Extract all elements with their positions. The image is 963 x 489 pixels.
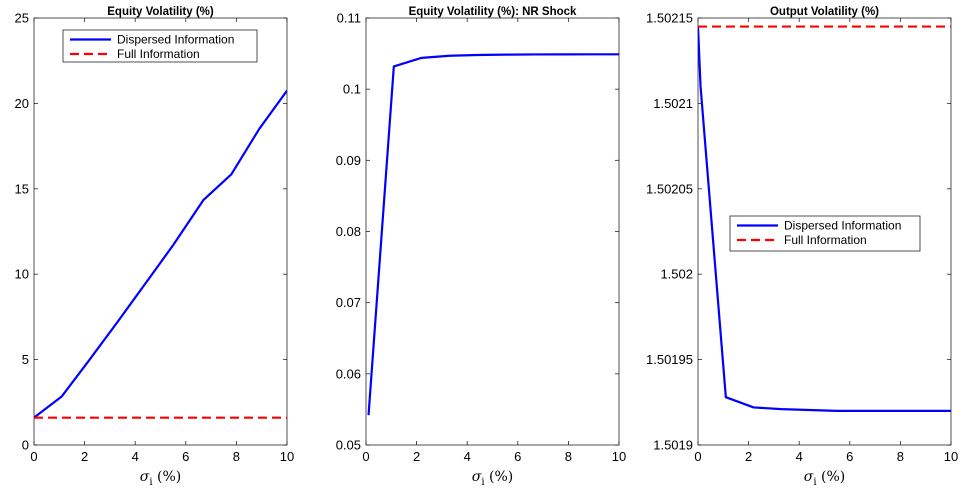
x-axis-label-unit: (%) xyxy=(485,469,514,485)
x-axis-label-unit: (%) xyxy=(817,469,846,485)
y-tick-label: 0.1 xyxy=(343,82,361,97)
y-tick-label: 0.08 xyxy=(336,224,361,239)
y-tick-label: 15 xyxy=(15,181,29,196)
x-tick-label: 0 xyxy=(362,449,369,464)
x-tick-label: 8 xyxy=(233,449,240,464)
x-tick-label: 0 xyxy=(694,449,701,464)
y-tick-label: 25 xyxy=(15,11,29,26)
y-tick-label: 1.50205 xyxy=(646,181,693,196)
x-axis-label-symbol: σ xyxy=(472,469,482,485)
y-tick-label: 5 xyxy=(22,352,29,367)
x-axis-label: σi (%) xyxy=(804,469,845,488)
x-tick-label: 8 xyxy=(897,449,904,464)
x-tick-label: 6 xyxy=(182,449,189,464)
x-tick-label: 6 xyxy=(846,449,853,464)
y-tick-label: 0.06 xyxy=(336,366,361,381)
y-tick-label: 20 xyxy=(15,96,29,111)
y-tick-label: 0.05 xyxy=(336,438,361,453)
x-axis-label-subscript: i xyxy=(813,477,816,488)
y-tick-label: 0.07 xyxy=(336,295,361,310)
y-tick-label: 0.09 xyxy=(336,153,361,168)
x-tick-label: 0 xyxy=(30,449,37,464)
x-tick-label: 2 xyxy=(745,449,752,464)
legend-label: Dispersed Information xyxy=(117,33,234,47)
y-tick-label: 10 xyxy=(15,267,29,282)
y-tick-label: 1.5021 xyxy=(653,96,693,111)
x-tick-label: 8 xyxy=(565,449,572,464)
legend-label: Full Information xyxy=(784,233,867,247)
chart-panel-3: Output Volatility (%) 0 2 4 6 8 10 1.5019 1.5019… xyxy=(646,6,958,488)
legend-box xyxy=(729,215,921,252)
legend-label: Full Information xyxy=(117,47,200,61)
series-line-dispersed-information xyxy=(698,26,951,412)
x-axis-label: σi (%) xyxy=(472,469,513,488)
x-axis-label-subscript: i xyxy=(481,477,484,488)
x-axis-label-unit: (%) xyxy=(153,469,182,485)
y-tick-label: 1.502 xyxy=(660,267,693,282)
legend-box xyxy=(62,29,258,63)
chart-title: Equity Volatility (%): NR Shock xyxy=(409,6,577,18)
chart-title: Output Volatility (%) xyxy=(770,6,879,18)
y-tick-label: 1.5019 xyxy=(653,438,693,453)
y-tick-label: 1.50215 xyxy=(646,11,693,26)
x-tick-label: 4 xyxy=(796,449,803,464)
x-axis-label: σi (%) xyxy=(140,469,181,488)
y-tick-label: 1.50195 xyxy=(646,352,693,367)
y-tick-label: 0.11 xyxy=(337,11,361,26)
x-axis-label-symbol: σ xyxy=(804,469,814,485)
axes-box xyxy=(33,17,288,446)
chart-title: Equity Volatility (%) xyxy=(107,6,214,18)
x-tick-label: 2 xyxy=(413,449,420,464)
x-tick-label: 2 xyxy=(81,449,88,464)
x-axis-label-symbol: σ xyxy=(140,469,150,485)
x-tick-label: 6 xyxy=(514,449,521,464)
x-tick-label: 4 xyxy=(132,449,139,464)
series-line-dispersed-information xyxy=(367,53,619,416)
x-axis-label-subscript: i xyxy=(149,477,152,488)
x-tick-label: 10 xyxy=(280,449,294,464)
x-tick-label: 4 xyxy=(464,449,471,464)
x-tick-label: 10 xyxy=(612,449,626,464)
axes-box xyxy=(365,17,620,446)
series-line-dispersed-information xyxy=(34,89,287,419)
chart-panel-2: Equity Volatility (%): NR Shock 0 2 4 6 8 10 0.… xyxy=(336,6,627,488)
y-tick-label: 0 xyxy=(22,438,29,453)
chart-panel-1: Equity Volatility (%) 0 2 4 6 8 10 0 5 10 15 20 25 σi… xyxy=(15,6,295,488)
legend-label: Dispersed Information xyxy=(784,219,901,233)
x-tick-label: 10 xyxy=(944,449,958,464)
